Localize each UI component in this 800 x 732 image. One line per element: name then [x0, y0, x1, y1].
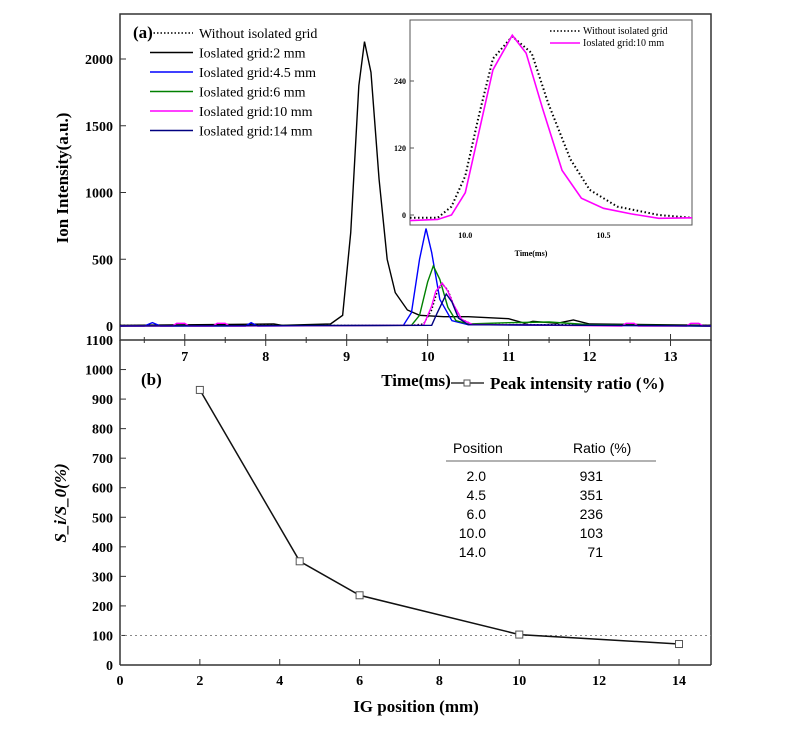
x-tick-label-b: 8 [436, 674, 443, 689]
y-tick-label-inset: 0 [402, 211, 406, 220]
y-tick-label-inset: 240 [394, 77, 406, 86]
ratio-point-marker [515, 630, 524, 639]
legend-label-a: Without isolated grid [199, 27, 317, 42]
table-header-ratio: Ratio (%) [573, 440, 631, 456]
ratio-line [199, 389, 680, 645]
legend-label-a: Ioslated grid:14 mm [199, 125, 313, 140]
x-tick-label-b: 2 [196, 674, 203, 689]
inset-frame [409, 19, 693, 226]
table-cell-position: 2.0 [467, 468, 487, 484]
series-line-5 [119, 292, 712, 327]
legend-label-a: Ioslated grid:6 mm [199, 86, 306, 101]
table-cell-ratio: 236 [580, 506, 604, 522]
ratio-point-marker [195, 385, 204, 394]
legend-marker-b [463, 379, 471, 387]
inset-series-1 [409, 33, 693, 222]
x-tick-label-inset: 10.5 [597, 231, 611, 240]
x-axis-label-b: IG position (mm) [353, 697, 479, 716]
y-tick-label-b: 0 [106, 659, 113, 674]
y-tick-label-b: 900 [92, 393, 113, 408]
table-cell-position: 14.0 [459, 544, 486, 560]
table-cell-ratio: 351 [580, 487, 604, 503]
table-cell-ratio: 103 [580, 525, 604, 541]
table-cell-ratio: 931 [580, 468, 604, 484]
legend-label-a: Ioslated grid:10 mm [199, 105, 313, 120]
panel-label-a: (a) [133, 23, 153, 42]
x-axis-label-inset: Time(ms) [515, 249, 548, 258]
x-axis-label-a: Time(ms) [381, 371, 451, 390]
legend-label-b: Peak intensity ratio (%) [490, 374, 664, 393]
y-tick-label-b: 500 [92, 511, 113, 526]
y-axis-label-a: Ion Intensity(a.u.) [53, 113, 72, 244]
x-tick-label-a: 7 [181, 350, 188, 365]
x-tick-label-b: 4 [276, 674, 283, 689]
legend-label-inset: Without isolated grid [583, 26, 668, 37]
y-tick-label-a: 1000 [85, 187, 113, 202]
series-line-2 [120, 228, 712, 327]
panel-label-b: (b) [141, 370, 162, 389]
series-group-a [119, 41, 712, 327]
y-tick-label-a: 1500 [85, 120, 113, 135]
x-tick-label-inset: 10.0 [458, 231, 472, 240]
table-cell-ratio: 71 [587, 544, 603, 560]
x-tick-label-b: 6 [356, 674, 363, 689]
ratio-point-marker [355, 591, 364, 600]
x-tick-label-a: 8 [262, 350, 269, 365]
ratio-point-marker [675, 640, 683, 649]
x-tick-label-b: 12 [592, 674, 606, 689]
legend-label-a: Ioslated grid:2 mm [199, 47, 306, 62]
y-tick-label-inset: 120 [394, 144, 406, 153]
x-tick-label-b: 10 [512, 674, 526, 689]
table-cell-position: 4.5 [467, 487, 487, 503]
y-tick-label-a: 2000 [85, 53, 113, 68]
panel-a-frame [119, 13, 712, 341]
table-cell-position: 10.0 [459, 525, 486, 541]
legend-label-inset: Ioslated grid:10 mm [583, 38, 664, 49]
y-tick-label-b: 100 [92, 629, 113, 644]
y-tick-label-b: 300 [92, 570, 113, 585]
y-axis-label-b: S_i/S_0(%) [51, 463, 70, 542]
y-tick-label-a: 0 [106, 320, 113, 335]
legend-label-a: Ioslated grid:4.5 mm [199, 66, 316, 81]
y-tick-label-b: 1000 [85, 364, 113, 379]
y-tick-label-b: 400 [92, 541, 113, 556]
x-tick-label-a: 9 [343, 350, 350, 365]
y-tick-label-a: 500 [92, 253, 113, 268]
y-tick-label-b: 600 [92, 482, 113, 497]
table-header-position: Position [453, 440, 503, 456]
y-tick-label-b: 700 [92, 452, 113, 467]
ratio-point-marker [295, 557, 304, 566]
y-tick-label-b: 800 [92, 423, 113, 438]
x-tick-label-b: 14 [672, 674, 686, 689]
x-tick-label-a: 11 [502, 350, 515, 365]
series-line-3 [119, 264, 712, 327]
x-tick-label-a: 12 [583, 350, 597, 365]
y-tick-label-b: 200 [92, 600, 113, 615]
x-tick-label-b: 0 [117, 674, 124, 689]
table-cell-position: 6.0 [467, 506, 487, 522]
y-tick-label-b: 1100 [86, 334, 113, 349]
x-tick-label-a: 13 [664, 350, 678, 365]
x-tick-label-a: 10 [421, 350, 435, 365]
